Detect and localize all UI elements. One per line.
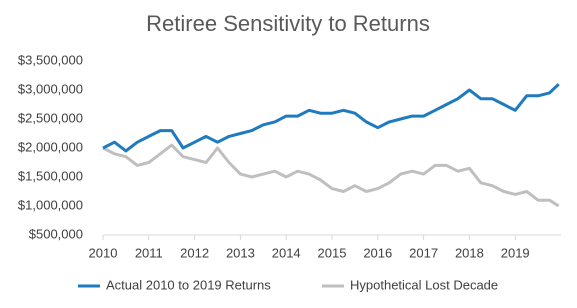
legend-label: Actual 2010 to 2019 Returns bbox=[106, 277, 271, 292]
series-line bbox=[102, 83, 560, 153]
chart-title: Retiree Sensitivity to Returns bbox=[146, 11, 430, 36]
series-line bbox=[102, 143, 560, 208]
y-tick-label: $1,500,000 bbox=[18, 168, 83, 183]
x-tick-label: 2017 bbox=[409, 245, 438, 260]
x-tick-label: 2019 bbox=[501, 245, 530, 260]
x-tick-label: 2014 bbox=[272, 245, 301, 260]
y-tick-label: $1,000,000 bbox=[18, 197, 83, 212]
y-tick-label: $3,000,000 bbox=[18, 81, 83, 96]
y-tick-label: $2,500,000 bbox=[18, 110, 83, 125]
legend-label: Hypothetical Lost Decade bbox=[350, 277, 498, 292]
x-tick-label: 2015 bbox=[318, 245, 347, 260]
y-tick-label: $3,500,000 bbox=[18, 52, 83, 67]
x-tick-label: 2011 bbox=[135, 245, 163, 260]
y-tick-label: $2,000,000 bbox=[18, 139, 83, 154]
x-tick-label: 2010 bbox=[89, 245, 118, 260]
x-tick-label: 2016 bbox=[363, 245, 392, 260]
y-tick-label: $500,000 bbox=[29, 226, 83, 241]
x-tick-label: 2013 bbox=[226, 245, 255, 260]
x-tick-label: 2018 bbox=[455, 245, 484, 260]
x-tick-label: 2012 bbox=[180, 245, 209, 260]
